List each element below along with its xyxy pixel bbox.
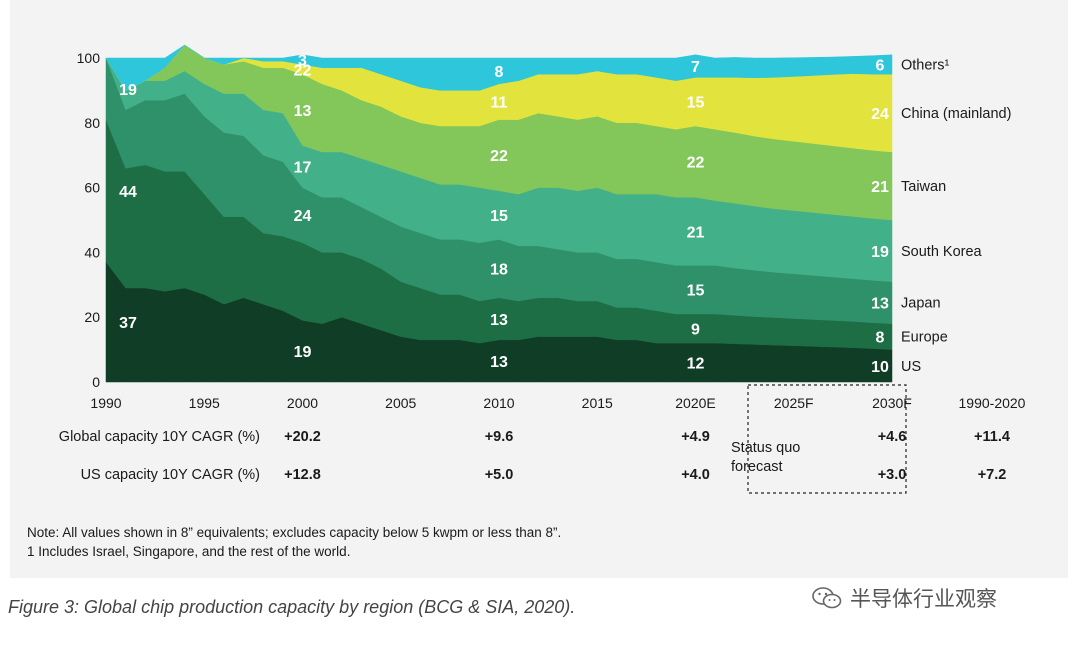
- cagr-value: +7.2: [978, 467, 1007, 483]
- legend-label-europe: Europe: [901, 330, 948, 346]
- data-label: 21: [871, 179, 889, 196]
- data-label: 8: [495, 64, 504, 81]
- data-label: 18: [490, 262, 508, 279]
- data-label: 22: [490, 148, 508, 165]
- data-label: 10: [871, 359, 889, 376]
- wechat-icon: [812, 587, 842, 609]
- data-label: 44: [119, 184, 137, 201]
- x-tick-label: 2005: [385, 395, 416, 411]
- cagr-value: +9.6: [485, 429, 514, 445]
- stacked-area-chart: 0 20 40 60 80 100 1990 1995 2000 2005 2010 2015 2020…: [27, 44, 1026, 559]
- y-tick-label: 0: [92, 374, 100, 390]
- data-label: 3: [298, 53, 307, 70]
- data-label: 15: [490, 208, 508, 225]
- y-tick-label: 100: [77, 50, 101, 66]
- legend-label-japan: Japan: [901, 296, 941, 312]
- data-label: 24: [294, 208, 312, 225]
- data-label: 8: [876, 330, 885, 347]
- x-tick-label: 2000: [287, 395, 318, 411]
- legend-label-others: Others¹: [901, 57, 950, 73]
- cagr-row-label: Global capacity 10Y CAGR (%): [59, 429, 260, 445]
- y-tick-label: 60: [84, 180, 100, 196]
- forecast-box-label: Status quo: [731, 440, 800, 456]
- data-label: 17: [294, 160, 312, 177]
- y-tick-label: 20: [84, 309, 100, 325]
- forecast-box-label: forecast: [731, 459, 783, 475]
- x-tick-label: 2015: [582, 395, 613, 411]
- data-label: 15: [687, 283, 705, 300]
- x-tick-label: 2025F: [774, 395, 814, 411]
- x-tick-label: 1990-2020: [959, 395, 1026, 411]
- cagr-value: +5.0: [485, 467, 514, 483]
- x-tick-label: 1990: [90, 395, 121, 411]
- x-tick-label: 2010: [483, 395, 514, 411]
- data-label: 15: [687, 95, 705, 112]
- watermark-text: 半导体行业观察: [850, 588, 997, 611]
- legend-label-taiwan: Taiwan: [901, 179, 946, 195]
- data-label: 19: [294, 344, 312, 361]
- data-label: 6: [876, 57, 885, 74]
- footnote: Note: All values shown in 8” equivalents…: [27, 525, 561, 540]
- area-others: [105, 44, 893, 91]
- forecast-box: [747, 384, 907, 494]
- y-tick-label: 80: [84, 115, 100, 131]
- cagr-row-label: US capacity 10Y CAGR (%): [81, 467, 260, 483]
- data-label: 13: [490, 312, 508, 329]
- cagr-value: +12.8: [284, 467, 321, 483]
- x-tick-label: 2020E: [675, 395, 715, 411]
- data-label: 13: [871, 296, 889, 313]
- footnote: 1 Includes Israel, Singapore, and the re…: [27, 544, 350, 559]
- cagr-value: +4.9: [681, 429, 710, 445]
- legend-label-china-mainland: China (mainland): [901, 106, 1011, 122]
- figure-panel: 0 20 40 60 80 100 1990 1995 2000 2005 2010 2015 2020…: [10, 0, 1068, 578]
- x-tick-label: 1995: [189, 395, 220, 411]
- data-label: 19: [119, 82, 137, 99]
- data-label: 13: [490, 354, 508, 371]
- data-label: 37: [119, 315, 137, 332]
- watermark: 半导体行业观察: [812, 583, 997, 613]
- cagr-value: +20.2: [284, 429, 321, 445]
- data-label: 13: [294, 103, 312, 120]
- cagr-value: +11.4: [974, 429, 1010, 445]
- y-tick-label: 40: [84, 244, 100, 260]
- data-label: 12: [687, 356, 705, 373]
- data-label: 11: [491, 95, 508, 112]
- cagr-value: +4.6: [878, 429, 907, 445]
- data-label: 24: [871, 106, 889, 123]
- cagr-value: +4.0: [681, 467, 710, 483]
- data-label: 22: [687, 155, 705, 172]
- legend-label-south-korea: South Korea: [901, 244, 983, 260]
- x-tick-label: 2030F: [872, 395, 912, 411]
- data-label: 22: [294, 62, 312, 79]
- data-label: 9: [691, 322, 700, 339]
- cagr-value: +3.0: [878, 467, 907, 483]
- data-label: 21: [687, 224, 705, 241]
- data-label: 19: [871, 244, 889, 261]
- legend-label-us: US: [901, 359, 921, 375]
- data-label: 7: [691, 59, 700, 76]
- figure-caption: Figure 3: Global chip production capacit…: [8, 597, 576, 617]
